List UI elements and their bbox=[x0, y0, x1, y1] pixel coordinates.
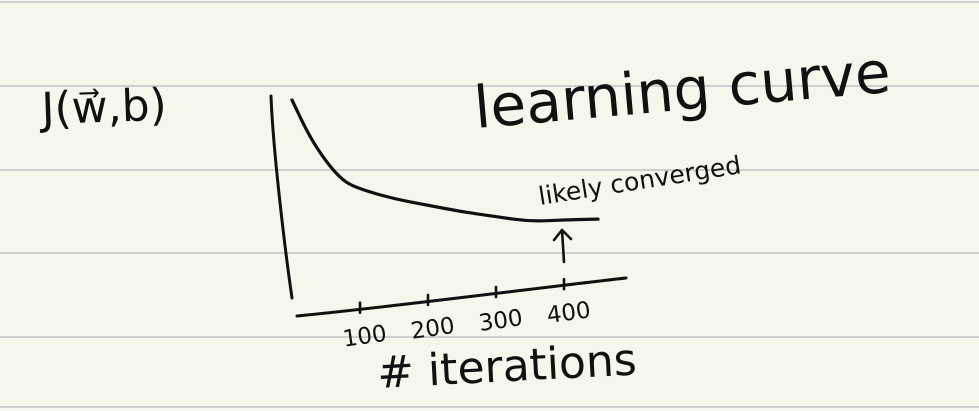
x-tick-labels: 100 200 300 400 bbox=[341, 297, 592, 352]
y-axis-label: J(w⃗,b) bbox=[38, 80, 168, 135]
chart-axes bbox=[269, 94, 628, 318]
arrow-shaft bbox=[560, 228, 566, 264]
x-tick-label: 300 bbox=[477, 305, 524, 337]
x-axis bbox=[295, 276, 628, 318]
converged-arrow bbox=[552, 228, 573, 264]
y-axis bbox=[269, 94, 294, 300]
arrow-head bbox=[552, 228, 573, 242]
annotation-label: likely converged bbox=[536, 150, 743, 211]
x-tick-marks bbox=[358, 277, 566, 315]
x-tick-label: 400 bbox=[545, 297, 592, 329]
chart-title: learning curve bbox=[471, 38, 893, 142]
learning-curve-line bbox=[290, 98, 600, 223]
x-tick-label: 100 bbox=[341, 321, 388, 353]
x-tick-label: 200 bbox=[409, 313, 456, 345]
